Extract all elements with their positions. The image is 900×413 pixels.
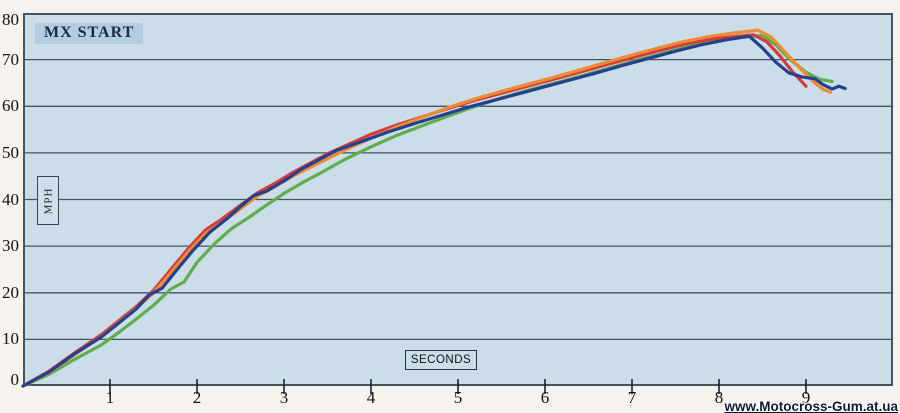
x-tick-label-4: 4 xyxy=(366,388,376,407)
watermark-link[interactable]: www.Motocross-Gum.at.ua xyxy=(724,399,898,413)
x-tick-label-3: 3 xyxy=(279,388,289,407)
y-tick-label-60: 60 xyxy=(2,96,19,115)
x-axis-label: SECONDS xyxy=(410,354,472,366)
x-tick-label-7: 7 xyxy=(627,388,637,407)
y-tick-label-70: 70 xyxy=(2,50,19,69)
y-tick-label-20: 20 xyxy=(2,283,19,302)
y-axis-label: MPH xyxy=(42,187,54,214)
y-tick-label-40: 40 xyxy=(2,190,19,209)
x-tick-label-2: 2 xyxy=(192,388,202,407)
x-tick-label-9: 9 xyxy=(801,388,811,407)
x-tick-label-6: 6 xyxy=(540,388,550,407)
x-tick-label-1: 1 xyxy=(105,388,115,407)
y-tick-label-80: 80 xyxy=(2,10,19,29)
y-tick-label-30: 30 xyxy=(2,236,19,255)
chart-title: MX START xyxy=(35,23,144,44)
y-tick-label-10: 10 xyxy=(2,329,19,348)
x-axis-label-box: SECONDS xyxy=(405,350,477,370)
x-tick-label-5: 5 xyxy=(453,388,463,407)
x-tick-label-8: 8 xyxy=(714,388,724,407)
plot-area xyxy=(23,13,893,386)
y-axis-label-box: MPH xyxy=(37,176,59,225)
y-tick-label-50: 50 xyxy=(2,143,19,162)
y-tick-label-0: 0 xyxy=(10,370,20,389)
